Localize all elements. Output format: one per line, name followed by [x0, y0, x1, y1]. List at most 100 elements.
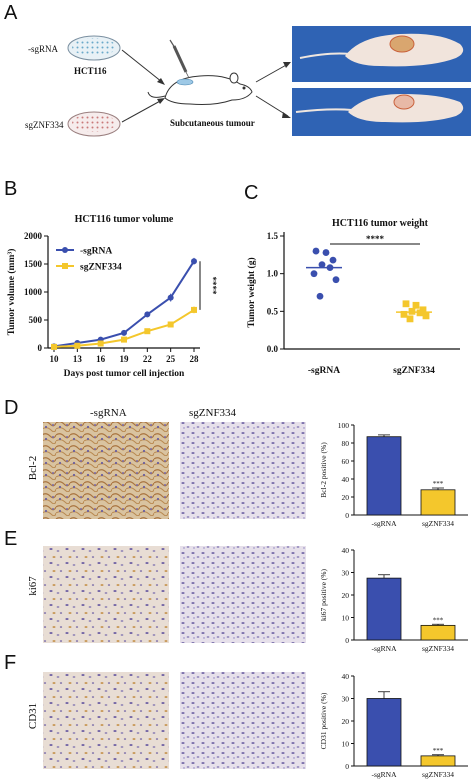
- scatter-point: [318, 261, 326, 269]
- mouse-illustration: [147, 39, 253, 105]
- panel-letter-d: D: [4, 397, 19, 419]
- panel-letter-c: C: [244, 182, 259, 204]
- x-category-label: -sgRNA: [371, 644, 397, 653]
- scatter-point: [412, 301, 420, 309]
- y-tick-label: 1.0: [267, 269, 279, 279]
- y-tick-label: 0: [38, 343, 43, 353]
- scatter-point: [400, 310, 408, 318]
- scatter-point: [402, 300, 410, 308]
- y-tick-label: 20: [342, 493, 350, 502]
- cell-line-label: HCT116: [74, 66, 107, 76]
- y-axis-label: Tumor weight (g): [246, 257, 257, 327]
- y-axis-label: ki67 positive (%): [319, 568, 328, 621]
- x-tick-label: 22: [143, 354, 153, 364]
- scatter-point: [408, 307, 416, 315]
- y-tick-label: 0: [345, 511, 349, 520]
- y-tick-label: 40: [342, 672, 350, 681]
- data-point: [191, 306, 197, 313]
- ihc-row-label-ki67: ki67: [27, 576, 39, 596]
- scatter-point: [312, 247, 320, 255]
- bar: [420, 624, 456, 641]
- chart-bcl2-positive: 0 20 40 60 80 100 Bcl-2 positive (%) -sgRNA sgZN…: [319, 421, 468, 528]
- ihc-image-ki67-knockout: [180, 546, 306, 643]
- schematic-group1-label: -sgRNA: [28, 44, 59, 54]
- y-tick-label: 10: [342, 614, 350, 623]
- ihc-image-bcl2-knockout: [180, 422, 306, 519]
- data-point: [121, 336, 127, 343]
- cells-control: [72, 38, 116, 56]
- chart-title: HCT116 tumor volume: [75, 214, 174, 225]
- data-point: [74, 342, 81, 349]
- x-category-label: -sgRNA: [371, 770, 397, 779]
- data-point: [144, 328, 151, 335]
- schematic-group2-label: sgZNF334: [25, 120, 64, 130]
- ihc-row-label-cd31: CD31: [27, 703, 39, 729]
- scatter-point: [406, 315, 414, 323]
- y-tick-label: 0: [345, 762, 349, 771]
- y-tick-label: 30: [342, 695, 350, 704]
- x-category-label: -sgRNA: [371, 519, 397, 528]
- bar: [366, 698, 402, 767]
- ihc-image-bcl2-control: [43, 422, 169, 519]
- y-axis-label: Bcl-2 positive (%): [319, 442, 328, 498]
- y-tick-label: 0.5: [267, 306, 279, 316]
- legend-marker: [62, 263, 68, 269]
- x-category-label: sgZNF334: [422, 770, 454, 779]
- x-tick-label: 16: [96, 354, 106, 364]
- arrow-to-photo-knockout: [255, 95, 289, 117]
- schematic-caption: Subcutaneous tumour: [170, 118, 255, 128]
- ihc-row-label-bcl2: Bcl-2: [27, 456, 39, 480]
- y-axis-label: Tumor volume (mm³): [6, 249, 17, 336]
- x-tick-label: 19: [120, 354, 130, 364]
- arrow-to-photo-control: [255, 63, 289, 83]
- y-tick-label: 1.5: [267, 231, 279, 241]
- x-tick-label: 13: [73, 354, 83, 364]
- y-tick-label: 30: [342, 569, 350, 578]
- panel-letter-f: F: [4, 652, 17, 674]
- ihc-image-cd31-knockout: [180, 672, 306, 769]
- mouse-photo-knockout: [292, 88, 471, 136]
- panel-letter-b: B: [4, 178, 18, 200]
- data-point: [191, 258, 197, 265]
- y-tick-label: 0.0: [267, 344, 279, 354]
- x-tick-label: 10: [50, 354, 60, 364]
- ihc-col1-label: -sgRNA: [90, 407, 127, 419]
- scatter-point: [316, 292, 324, 300]
- cells-knockout: [72, 114, 116, 132]
- bar: [420, 755, 456, 767]
- y-tick-label: 40: [342, 546, 350, 555]
- legend-label: -sgRNA: [80, 247, 112, 257]
- ihc-section: -sgRNA sgZNF334 Bcl-2 ki67 CD31: [27, 407, 306, 769]
- scatter-point: [422, 312, 430, 320]
- chart-cd31-positive: 0 10 20 30 40 CD31 positive (%) -sgRNA sgZNF334…: [319, 672, 468, 779]
- data-point: [51, 343, 57, 350]
- significance-label: ***: [433, 480, 444, 488]
- schematic-a: -sgRNA HCT116 sgZNF334 Subcutaneous tumo…: [25, 26, 471, 137]
- y-tick-label: 500: [29, 315, 43, 325]
- y-tick-label: 80: [342, 439, 350, 448]
- scatter-point: [332, 276, 340, 284]
- y-tick-label: 100: [338, 421, 350, 430]
- y-tick-label: 20: [342, 591, 350, 600]
- x-category-label: sgZNF334: [422, 644, 454, 653]
- ihc-image-ki67-control: [43, 546, 169, 643]
- y-tick-label: 0: [345, 636, 349, 645]
- legend-label: sgZNF334: [80, 263, 122, 273]
- chart-tumor-weight: HCT116 tumor weight 0.0 0.5 1.0 1.5 Tumor wei…: [246, 218, 460, 376]
- chart-ki67-positive: 0 10 20 30 40 ki67 positive (%) -sgRNA sgZNF334…: [319, 546, 468, 653]
- y-tick-label: 60: [342, 457, 350, 466]
- y-tick-label: 20: [342, 717, 350, 726]
- significance-label: ***: [433, 616, 444, 624]
- data-point: [121, 329, 127, 336]
- arrow-knockout-to-mouse: [121, 99, 163, 123]
- data-point: [167, 321, 174, 328]
- y-tick-label: 2000: [24, 231, 43, 241]
- y-tick-label: 1000: [24, 287, 43, 297]
- x-tick-label: 25: [166, 354, 176, 364]
- x-tick-label: 28: [190, 354, 200, 364]
- significance-label: ****: [208, 277, 218, 296]
- panel-letter-a: A: [4, 2, 18, 24]
- scatter-point: [329, 256, 337, 264]
- y-tick-label: 1500: [24, 259, 43, 269]
